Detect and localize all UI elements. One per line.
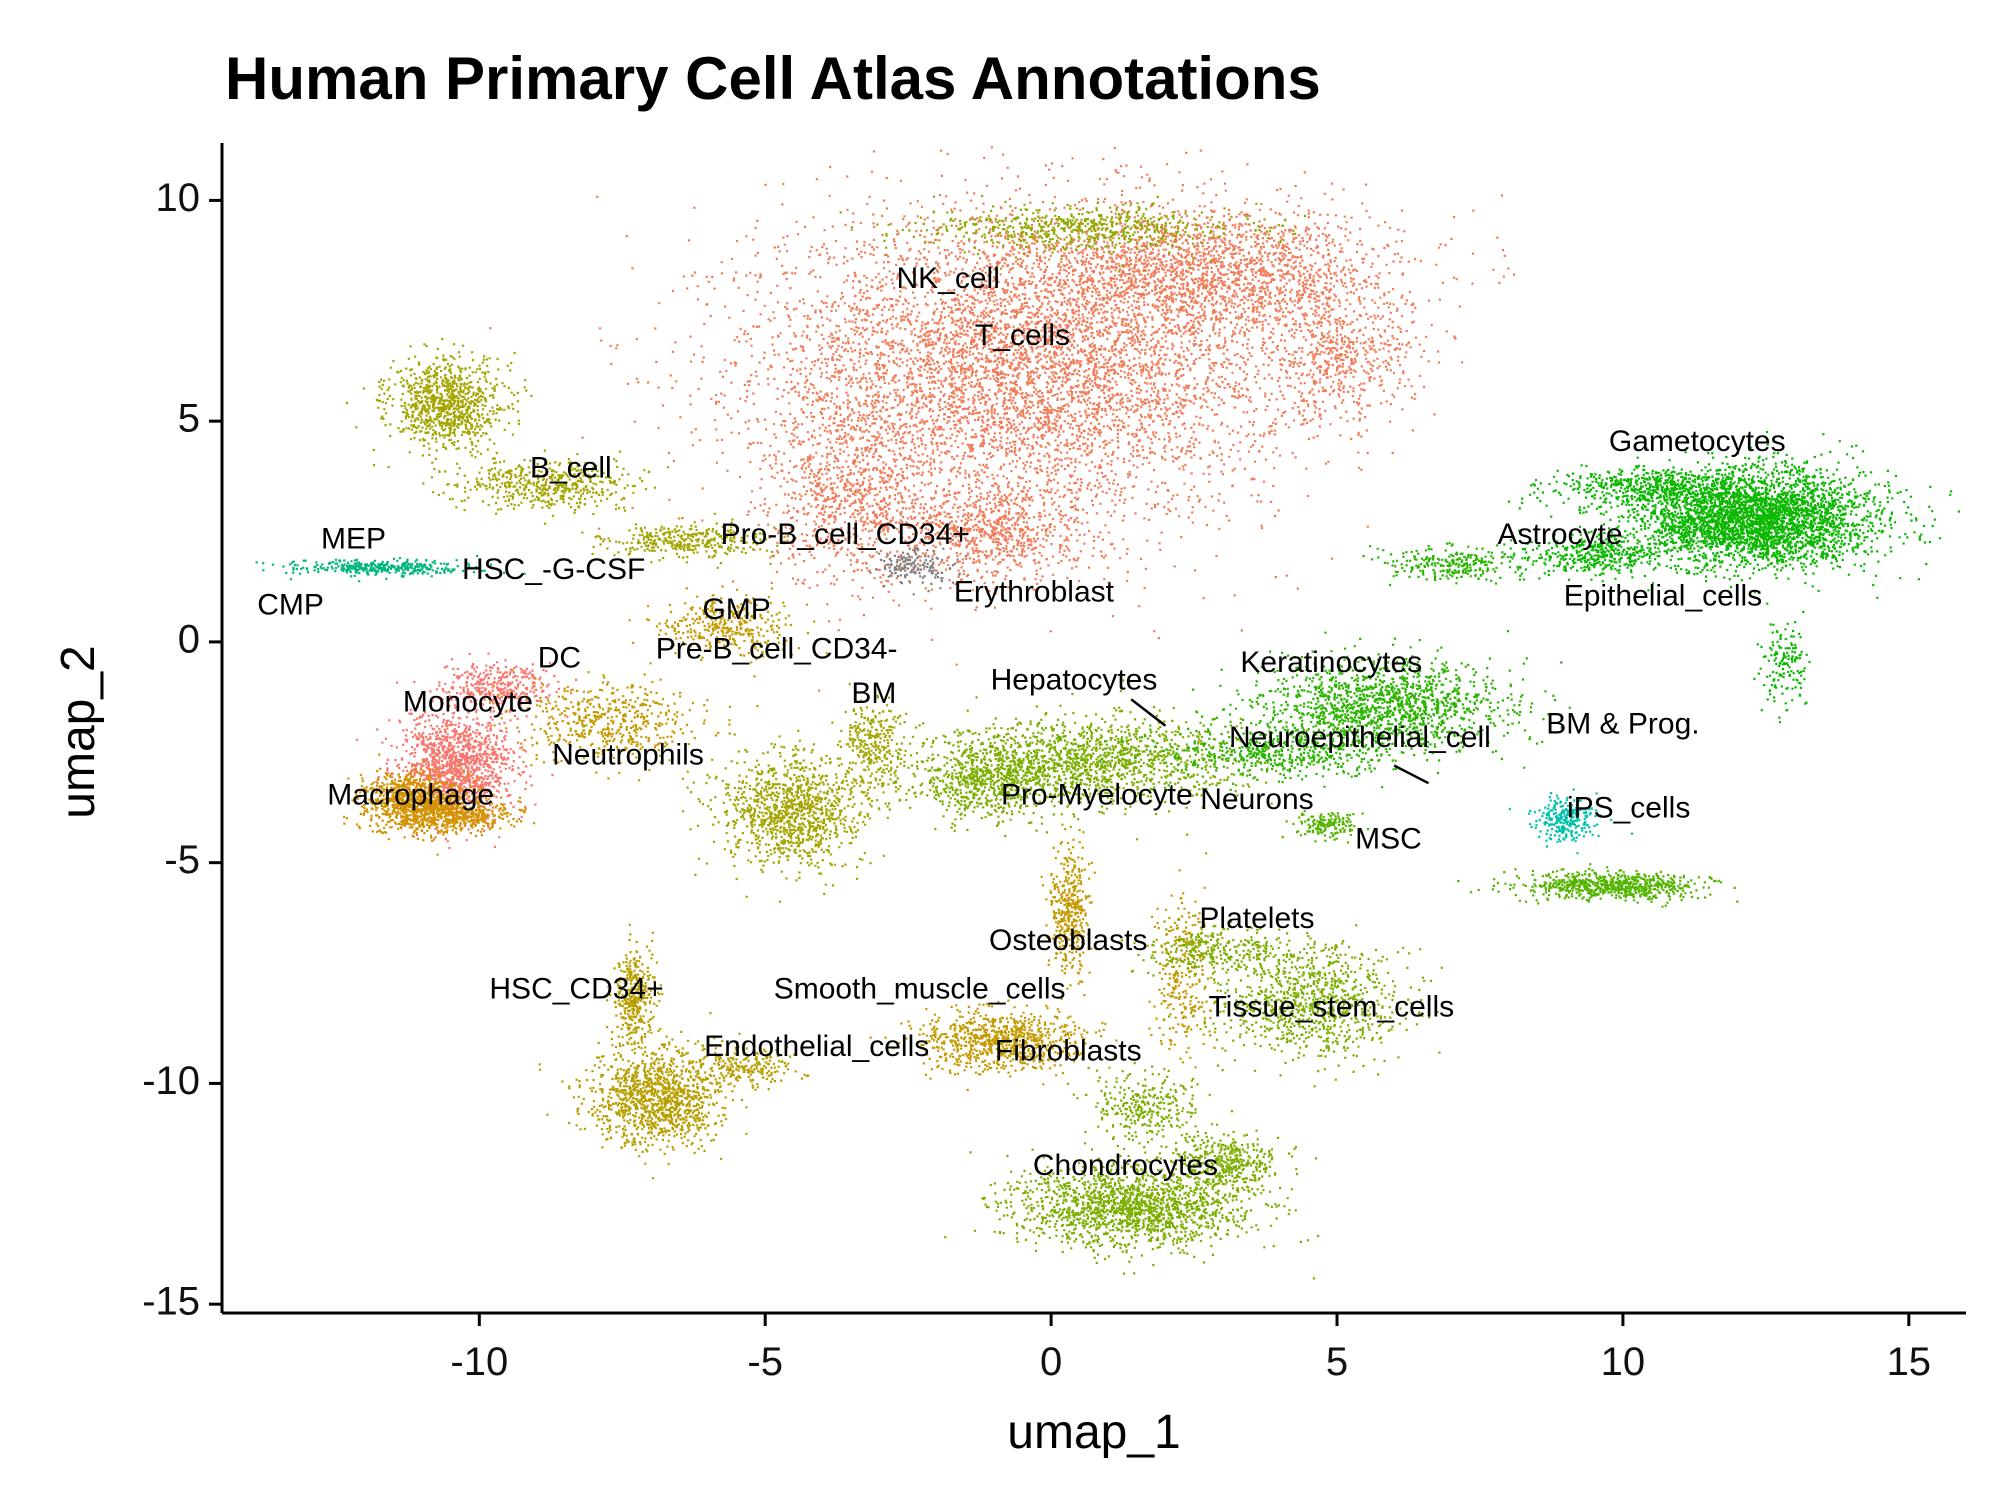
cluster-label: Macrophage [327,778,494,811]
cluster-points-mep [255,554,526,583]
x-tick-label: 5 [1326,1340,1348,1384]
cluster-points-neutrophils [489,585,828,782]
leader-line [1393,764,1430,785]
cluster-points-pro-myelocyte [769,679,1330,841]
cluster-label: Pre-B_cell_CD34- [656,633,898,666]
y-tick-label: 0 [178,617,200,661]
cluster-label: CMP [257,589,324,622]
y-tick-label: 5 [178,397,200,441]
cluster-points-gametocytes [1490,430,1960,724]
leader-lines [1130,698,1430,785]
cluster-label: Neurons [1200,783,1313,816]
cluster-points-bm [681,683,937,903]
point-layer [255,146,1960,1280]
cluster-label: HSC_-G-CSF [462,553,645,586]
cluster-points-erythroblast [869,546,967,596]
cluster-label: Monocyte [403,686,533,719]
cluster-label: HSC_CD34+ [489,973,663,1006]
cluster-points-b-cell [345,338,789,569]
cluster-label: Endothelial_cells [704,1030,929,1063]
cluster-points-chondrocytes [944,1062,1320,1280]
chart-title: Human Primary Cell Atlas Annotations [225,45,1321,112]
cluster-label: Neuroepithelial_cell [1229,721,1491,754]
cluster-points-macrophage [343,753,536,856]
cluster-label: Tissue_stem_cells [1208,990,1454,1023]
y-tick-label: 10 [156,176,201,220]
cluster-points-hsc-cd34- [538,923,810,1180]
cluster-points-keratinocytes [1059,542,1571,791]
x-tick-label: -5 [747,1340,783,1384]
cluster-label: NK_cell [897,262,1000,295]
cluster-label: B_cell [530,452,612,485]
x-tick-label: 15 [1887,1340,1932,1384]
cluster-points-ips-cells [1508,788,1634,855]
cluster-label: Erythroblast [954,575,1115,608]
cluster-label: Smooth_muscle_cells [774,973,1066,1006]
y-axis-ticks: 10 5 0 -5 -10 -15 [142,176,222,1324]
cluster-label: Pro-Myelocyte [1001,778,1193,811]
cluster-points-msc [1281,810,1739,908]
cluster-label: Fibroblasts [995,1034,1142,1067]
x-tick-label: -10 [450,1340,508,1384]
cluster-label: Osteoblasts [989,924,1147,957]
x-axis-title: umap_1 [1007,1406,1180,1459]
cluster-label: iPS_cells [1567,792,1690,825]
cluster-label: MSC [1355,823,1422,856]
x-axis-ticks: -10 -5 0 5 10 15 [450,1313,1931,1384]
cluster-label: Gametocytes [1609,425,1786,458]
cluster-label: BM & Prog. [1546,708,1699,741]
cluster-label: Keratinocytes [1240,646,1422,679]
cluster-label: BM [851,677,896,710]
cluster-label: MEP [321,522,386,555]
cluster-labels: NK_cell T_cells B_cell MEP HSC_-G-CSF CMP Pro-… [257,262,1785,1182]
leader-line [1130,698,1167,727]
y-tick-label: -5 [164,838,200,882]
cluster-label: Pro-B_cell_CD34+ [721,518,970,551]
cluster-label: T_cells [975,319,1070,352]
cluster-label: Hepatocytes [991,664,1158,697]
cluster-label: GMP [702,593,770,626]
y-axis-title: umap_2 [52,645,105,818]
cluster-label: Epithelial_cells [1564,580,1762,613]
y-tick-label: -15 [142,1280,200,1324]
x-tick-label: 0 [1040,1340,1062,1384]
cluster-label: Astrocyte [1497,518,1622,551]
cluster-label: Platelets [1199,902,1314,935]
y-tick-label: -10 [142,1059,200,1103]
cluster-label: DC [538,641,581,674]
cluster-label: Neutrophils [552,739,704,772]
cluster-points-tissue-stem-cells [1120,914,1443,1088]
cluster-label: Chondrocytes [1033,1149,1218,1182]
x-tick-label: 10 [1601,1340,1646,1384]
